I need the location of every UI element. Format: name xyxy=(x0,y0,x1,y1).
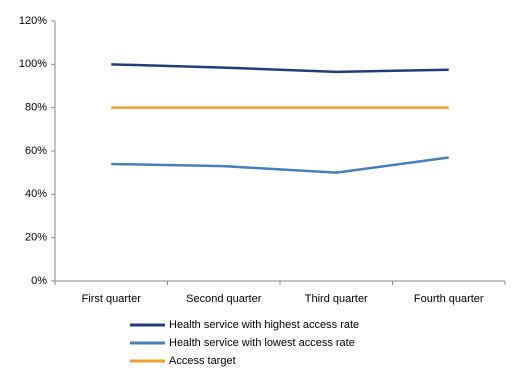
series-line xyxy=(111,63,449,74)
legend-label: Access target xyxy=(169,355,236,367)
y-tick-label: 100% xyxy=(19,58,47,70)
y-tick-label: 60% xyxy=(25,145,47,157)
legend-label: Health service with highest access rate xyxy=(169,319,359,331)
y-tick-label: 80% xyxy=(25,102,47,114)
legend-label: Health service with lowest access rate xyxy=(169,337,355,349)
x-tick-label: Second quarter xyxy=(186,293,262,305)
y-tick-label: 120% xyxy=(19,15,47,27)
x-tick-label: Fourth quarter xyxy=(414,293,484,305)
x-tick-label: Third quarter xyxy=(305,293,368,305)
y-tick-label: 40% xyxy=(25,188,47,200)
series-line xyxy=(111,156,449,174)
x-tick-label: First quarter xyxy=(82,293,142,305)
y-tick-label: 20% xyxy=(25,232,47,244)
y-tick-label: 0% xyxy=(31,275,47,287)
